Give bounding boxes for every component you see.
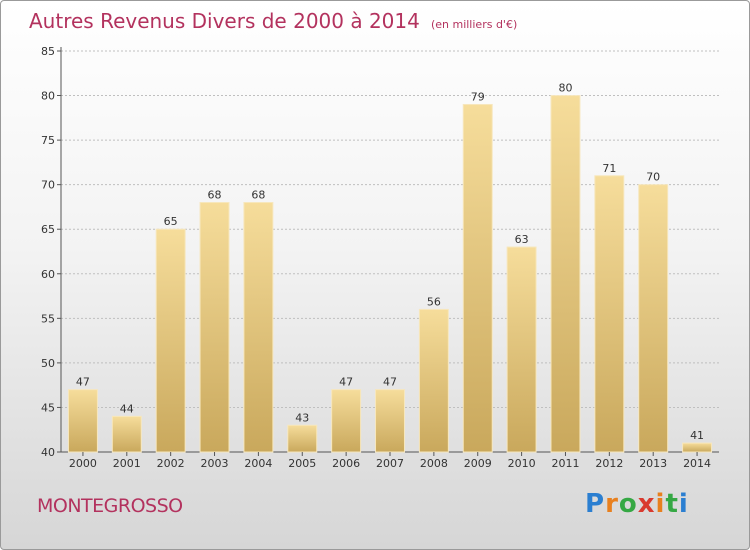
logo-letter: i xyxy=(678,489,689,519)
bar xyxy=(550,95,581,453)
x-tick-label: 2011 xyxy=(551,457,579,470)
bar xyxy=(375,389,405,453)
x-tick-label: 2010 xyxy=(508,457,536,470)
bar xyxy=(243,201,274,453)
x-tick-label: 2009 xyxy=(464,457,492,470)
bar xyxy=(111,415,142,453)
chart-title-unit: (en milliers d'€) xyxy=(430,18,518,31)
bar-value-label: 71 xyxy=(602,162,616,175)
y-tick-label: 40 xyxy=(41,446,55,459)
bar xyxy=(506,246,537,453)
y-tick-label: 70 xyxy=(41,179,55,192)
x-tick-label: 2001 xyxy=(113,457,141,470)
bar xyxy=(67,389,98,453)
bar-value-label: 63 xyxy=(515,233,529,246)
bar-value-label: 68 xyxy=(251,188,265,201)
bar-value-label: 47 xyxy=(76,376,90,389)
logo-letter: t xyxy=(665,489,679,519)
x-tick-label: 2004 xyxy=(244,457,272,470)
bar-value-label: 47 xyxy=(383,376,397,389)
bar-value-label: 80 xyxy=(558,82,572,95)
bar xyxy=(287,424,318,453)
bar-value-label: 68 xyxy=(208,188,222,201)
bar-value-label: 56 xyxy=(427,295,441,308)
x-tick-label: 2012 xyxy=(595,457,623,470)
y-tick-label: 85 xyxy=(41,45,55,58)
logo-letter: o xyxy=(618,489,638,519)
logo-letter: i xyxy=(655,489,666,519)
x-tick-label: 2007 xyxy=(376,457,404,470)
bar xyxy=(682,442,713,453)
x-tick-label: 2000 xyxy=(69,457,97,470)
y-tick-label: 65 xyxy=(41,223,55,236)
bar xyxy=(331,389,362,453)
logo-letter: x xyxy=(637,489,656,519)
bar-value-label: 79 xyxy=(471,90,485,103)
chart-title: Autres Revenus Divers de 2000 à 2014 (en… xyxy=(29,9,517,33)
x-tick-label: 2013 xyxy=(639,457,667,470)
y-tick-label: 50 xyxy=(41,357,55,370)
bar xyxy=(594,175,625,453)
x-tick-label: 2005 xyxy=(288,457,316,470)
x-tick-label: 2003 xyxy=(201,457,229,470)
bar xyxy=(199,201,230,453)
y-tick-label: 80 xyxy=(41,90,55,103)
y-tick-label: 75 xyxy=(41,134,55,147)
bar-value-label: 41 xyxy=(690,429,704,442)
bar-value-label: 44 xyxy=(120,402,134,415)
logo-letter: r xyxy=(605,489,619,519)
location-name: MONTEGROSSO xyxy=(37,495,183,517)
y-tick-label: 60 xyxy=(41,268,55,281)
bar-value-label: 70 xyxy=(646,171,660,184)
y-tick-label: 45 xyxy=(41,401,55,414)
bar-value-label: 47 xyxy=(339,376,353,389)
bar xyxy=(638,184,669,453)
bar-value-label: 43 xyxy=(295,411,309,424)
x-tick-label: 2014 xyxy=(683,457,711,470)
x-tick-label: 2006 xyxy=(332,457,360,470)
bar xyxy=(462,103,493,453)
y-tick-label: 55 xyxy=(41,312,55,325)
x-tick-label: 2002 xyxy=(157,457,185,470)
x-tick-label: 2008 xyxy=(420,457,448,470)
bar-value-label: 65 xyxy=(164,215,178,228)
bar xyxy=(155,228,186,453)
bar xyxy=(418,308,449,453)
proxiti-logo: Proxiti xyxy=(585,489,689,519)
logo-letter: P xyxy=(585,489,606,519)
chart-title-main: Autres Revenus Divers de 2000 à 2014 xyxy=(29,9,420,33)
